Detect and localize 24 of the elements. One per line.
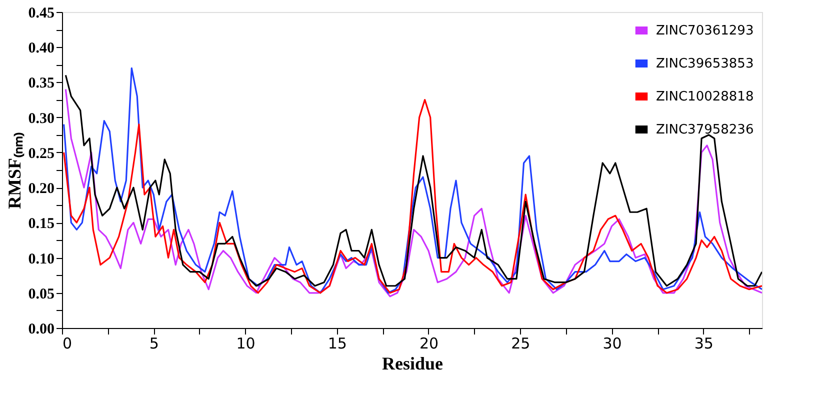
y-tick-label: 0.00	[28, 322, 54, 338]
y-tick-label: 0.20	[28, 181, 54, 198]
y-tick-label: 0.40	[28, 40, 54, 57]
x-tick-label: 15	[328, 334, 347, 352]
x-tick-label: 25	[511, 334, 530, 352]
legend-label: ZINC10028818	[656, 90, 754, 104]
y-tick-label: 0.05	[28, 286, 54, 302]
y-tick-label: 0.30	[28, 110, 54, 127]
y-axis-title: RMSF₍ₙₘ₎	[4, 132, 24, 209]
y-tick-label: 0.10	[28, 251, 54, 268]
x-tick-label: 30	[602, 334, 622, 352]
x-tick-label: 5	[149, 334, 159, 352]
legend-label: ZINC39653853	[656, 56, 754, 72]
legend-label: ZINC70361293	[656, 24, 754, 38]
x-axis-title: Residue	[382, 354, 444, 374]
x-tick-label: 35	[694, 334, 714, 352]
y-tick-label: 0.35	[28, 76, 54, 92]
y-tick-label: 0.15	[28, 216, 54, 232]
y-tick-label: 0.45	[28, 6, 54, 22]
x-tick-label: 20	[419, 334, 439, 352]
x-tick-label: 0	[62, 334, 72, 352]
x-tick-label: 10	[236, 334, 256, 352]
y-tick-label: 0.25	[28, 146, 54, 162]
legend-label: ZINC37958236	[656, 122, 754, 138]
